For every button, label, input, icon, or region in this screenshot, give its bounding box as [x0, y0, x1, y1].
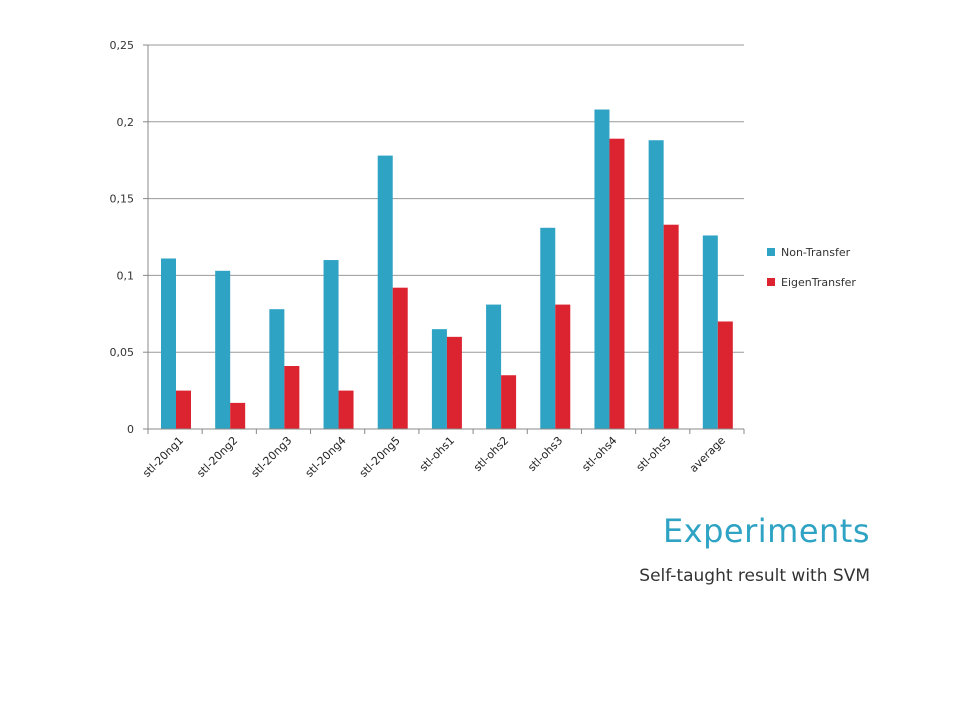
bar-eigentransfer-stl-20ng3 — [284, 366, 300, 429]
x-tick-label: average — [687, 434, 728, 475]
x-tick-label: stl-ohs1 — [417, 434, 457, 474]
bar-non-transfer-stl-20ng1 — [161, 258, 176, 429]
bar-eigentransfer-stl-20ng1 — [176, 390, 191, 429]
y-tick-label: 0,25 — [110, 39, 135, 52]
bar-eigentransfer-average — [717, 321, 733, 429]
legend-swatch-eigentransfer — [767, 278, 775, 286]
x-tick-label: stl-ohs3 — [525, 434, 565, 474]
x-tick-label: stl-20ng4 — [303, 434, 349, 480]
bar-non-transfer-stl-ohs1 — [431, 329, 447, 429]
bar-non-transfer-stl-ohs5 — [648, 140, 664, 429]
legend: Non-Transfer EigenTransfer — [767, 246, 856, 289]
bar-eigentransfer-stl-ohs1 — [446, 336, 462, 429]
y-tick-label: 0 — [127, 423, 134, 436]
slide-subtitle: Self-taught result with SVM — [639, 566, 870, 586]
bar-non-transfer-stl-20ng3 — [269, 309, 285, 429]
x-tick-label: stl-ohs5 — [634, 434, 674, 474]
x-tick-label: stl-ohs2 — [471, 434, 511, 474]
bar-non-transfer-stl-20ng5 — [377, 155, 393, 430]
bar-non-transfer-stl-20ng2 — [215, 270, 231, 429]
bar-eigentransfer-stl-ohs5 — [663, 224, 679, 429]
y-tick-label: 0,2 — [117, 116, 135, 129]
y-tick-label: 0,05 — [110, 346, 135, 359]
bar-eigentransfer-stl-20ng4 — [338, 390, 354, 429]
bar-non-transfer-stl-20ng4 — [323, 260, 339, 429]
bar-eigentransfer-stl-ohs2 — [501, 375, 517, 429]
x-tick-label: stl-20ng1 — [140, 434, 186, 480]
bars — [161, 109, 733, 430]
bar-eigentransfer-stl-ohs4 — [609, 138, 625, 430]
y-tick-label: 0,15 — [110, 193, 135, 206]
bar-non-transfer-stl-ohs2 — [486, 304, 502, 429]
slide-title: Experiments — [662, 512, 870, 550]
bar-eigentransfer-stl-20ng5 — [392, 287, 408, 429]
bar-non-transfer-stl-ohs4 — [594, 109, 610, 430]
legend-swatch-non-transfer — [767, 248, 775, 256]
y-tick-label: 0,1 — [117, 269, 135, 282]
legend-label-non-transfer: Non-Transfer — [781, 246, 851, 259]
gridlines — [148, 44, 744, 353]
x-tick-label: stl-20ng3 — [249, 434, 295, 480]
legend-label-eigentransfer: EigenTransfer — [781, 276, 856, 289]
bar-non-transfer-average — [702, 235, 718, 429]
x-tick-label: stl-20ng5 — [357, 434, 403, 480]
bar-eigentransfer-stl-ohs3 — [555, 304, 571, 429]
x-tick-label: stl-ohs4 — [579, 434, 619, 474]
bar-non-transfer-stl-ohs3 — [540, 227, 556, 429]
x-tick-label: stl-20ng2 — [194, 434, 240, 480]
bar-eigentransfer-stl-20ng2 — [230, 402, 246, 429]
